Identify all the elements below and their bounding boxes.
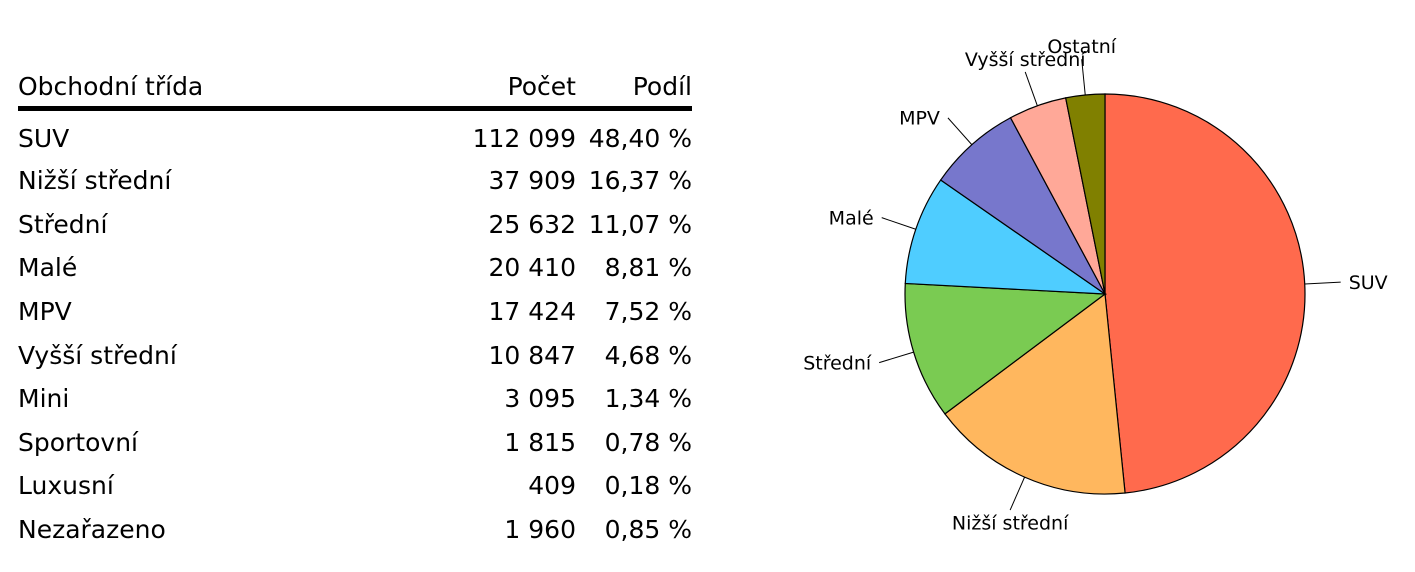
cell-class: Sportovní	[18, 427, 138, 457]
cell-count: 25 632	[488, 209, 576, 239]
cell-count: 20 410	[488, 253, 576, 283]
pie-label: Střední	[803, 352, 872, 374]
table-row: Nezařazeno 1 960 0,85 %	[18, 508, 692, 552]
pie-slice-0	[1104, 93, 1306, 494]
pie-leader-line	[1304, 281, 1341, 285]
pie-label: SUV	[1349, 272, 1388, 294]
cell-class: Vyšší střední	[18, 340, 177, 370]
pie-labels: SUV Nižší střední Střední Malé MPV Vyšší stře…	[803, 36, 1387, 534]
cell-share: 1,34 %	[604, 384, 692, 414]
table-row: Vyšší střední 10 847 4,68 %	[18, 333, 692, 377]
pie-label: Nižší střední	[952, 512, 1069, 534]
cell-class: Nižší střední	[18, 166, 172, 196]
pie-leader-line	[879, 351, 914, 364]
cell-count: 17 424	[488, 297, 576, 327]
table-row: MPV 17 424 7,52 %	[18, 290, 692, 334]
cell-count: 112 099	[472, 123, 576, 153]
table-row: Luxusní 409 0,18 %	[18, 464, 692, 508]
cell-share: 0,85 %	[604, 515, 692, 545]
table-row: Střední 25 632 11,07 %	[18, 203, 692, 247]
pie-leader-line	[1024, 71, 1038, 106]
pie-leader-line	[1009, 476, 1026, 511]
cell-count: 1 815	[504, 427, 576, 457]
pie-label: MPV	[899, 108, 940, 130]
cell-class: Luxusní	[18, 471, 114, 501]
cell-share: 11,07 %	[588, 209, 692, 239]
pie-leader-line	[881, 217, 916, 230]
cell-class: Nezařazeno	[18, 515, 166, 545]
cell-count: 1 960	[504, 515, 576, 545]
cell-class: MPV	[18, 297, 72, 327]
pie-leaders	[879, 59, 1341, 511]
table-body: SUV 112 099 48,40 % Nižší střední 37 909 16,3…	[18, 109, 692, 552]
cell-count: 37 909	[488, 166, 576, 196]
pie-leader-line	[947, 117, 973, 146]
header-count: Počet	[438, 66, 576, 111]
cell-share: 4,68 %	[604, 340, 692, 370]
pie-chart: SUV Nižší střední Střední Malé MPV Vyšší stře…	[803, 36, 1387, 534]
stats-table: Obchodní třída Počet Podíl SUV 112 099 48,…	[18, 66, 692, 551]
pie-slice-4	[939, 116, 1106, 295]
table-row: SUV 112 099 48,40 %	[18, 109, 692, 160]
pie-leader-line	[1081, 59, 1086, 96]
cell-class: Střední	[18, 209, 108, 239]
cell-share: 16,37 %	[588, 166, 692, 196]
cell-count: 10 847	[488, 340, 576, 370]
cell-share: 0,78 %	[604, 427, 692, 457]
cell-share: 8,81 %	[604, 253, 692, 283]
table-row: Nižší střední 37 909 16,37 %	[18, 159, 692, 203]
pie-label: Ostatní	[1047, 36, 1116, 58]
cell-class: Malé	[18, 253, 78, 283]
header-class: Obchodní třída	[18, 66, 438, 111]
pie-slice-3	[904, 179, 1108, 295]
cell-class: SUV	[18, 123, 70, 153]
pie-slices	[904, 93, 1306, 495]
table-row: Mini 3 095 1,34 %	[18, 377, 692, 421]
cell-count: 3 095	[504, 384, 576, 414]
table-row: Sportovní 1 815 0,78 %	[18, 421, 692, 465]
pie-label: Vyšší střední	[965, 49, 1086, 71]
pie-label: Malé	[829, 207, 874, 229]
cell-count: 409	[528, 471, 576, 501]
cell-share: 0,18 %	[604, 471, 692, 501]
pie-slice-2	[904, 282, 1107, 415]
cell-class: Mini	[18, 384, 70, 414]
cell-share: 48,40 %	[588, 123, 692, 153]
table-row: Malé 20 410 8,81 %	[18, 246, 692, 290]
table-header-row: Obchodní třída Počet Podíl	[18, 66, 692, 111]
cell-share: 7,52 %	[604, 297, 692, 327]
header-share: Podíl	[576, 66, 692, 111]
